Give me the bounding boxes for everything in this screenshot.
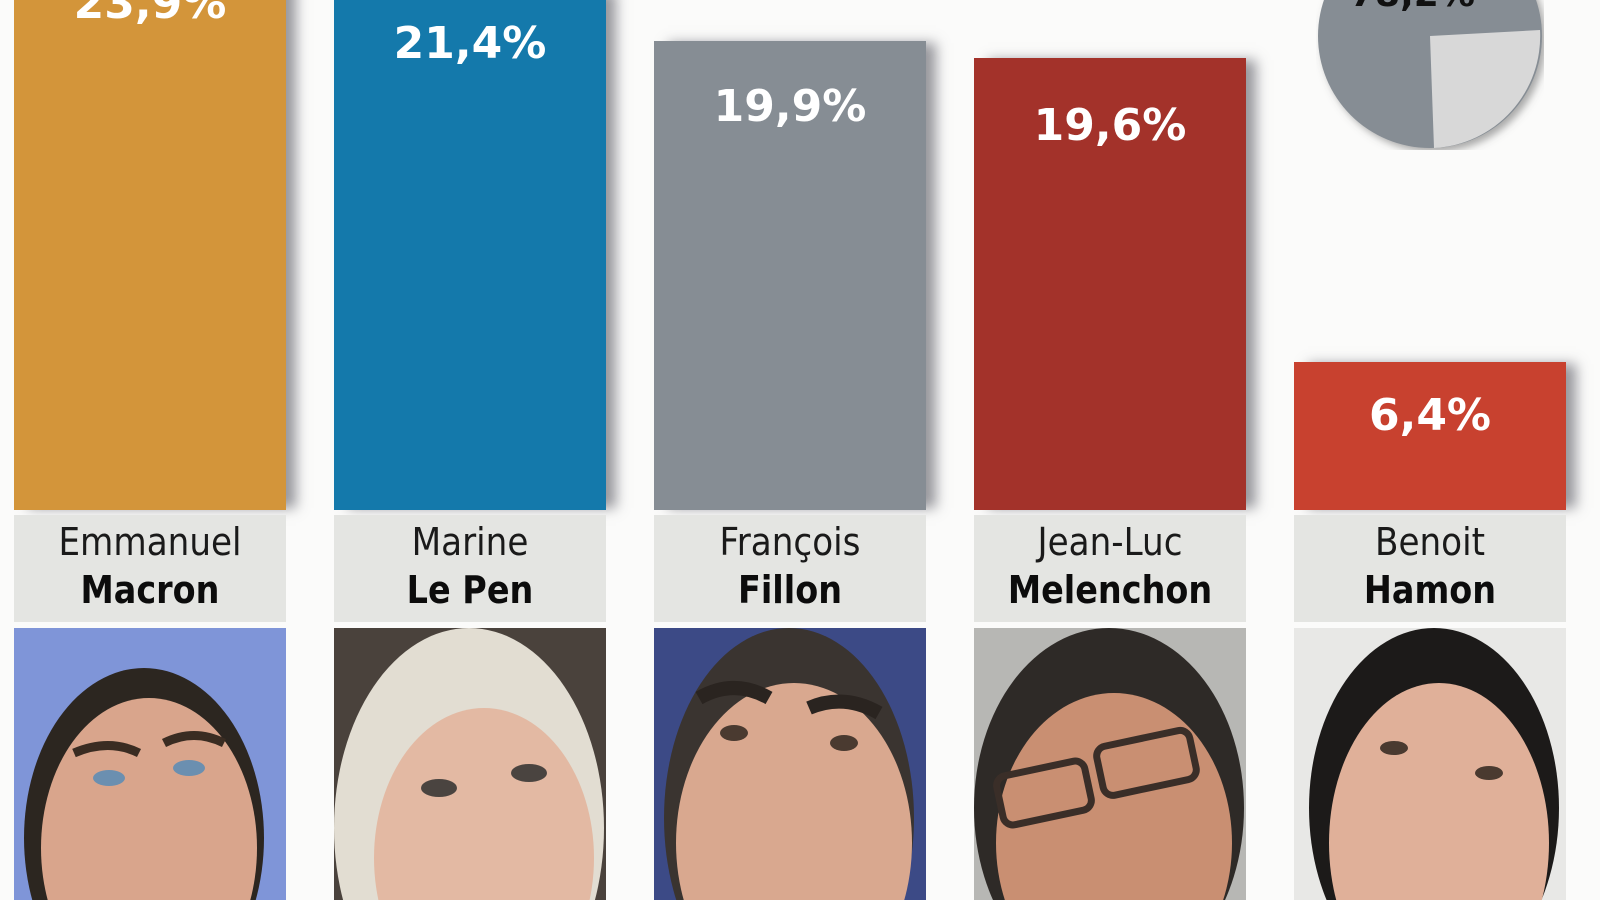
bar-hamon: 6,4%	[1294, 362, 1566, 510]
bar-melenchon: 19,6%	[974, 58, 1246, 510]
last-name: Hamon	[1363, 568, 1497, 612]
first-name: Marine	[411, 520, 529, 564]
bar-value-label: 21,4%	[393, 18, 547, 69]
pie-label: 78,2%	[1350, 0, 1475, 15]
first-name: Jean-Luc	[1037, 520, 1183, 564]
first-name: Benoit	[1374, 520, 1486, 564]
last-name: Le Pen	[406, 568, 534, 612]
candidate-column-melenchon: 19,6% Jean-Luc Melenchon	[974, 0, 1246, 900]
pie-slice-abstention	[1430, 30, 1541, 148]
portrait-photo	[334, 628, 606, 900]
first-name: Emmanuel	[58, 520, 242, 564]
bar-value-label: 6,4%	[1368, 390, 1492, 441]
bar-value-label: 19,6%	[1033, 100, 1187, 151]
portrait-photo	[14, 628, 286, 900]
bar-fillon: 19,9%	[654, 41, 926, 510]
last-name: Melenchon	[1007, 568, 1213, 612]
last-name: Macron	[80, 568, 220, 612]
candidate-column-macron: 23,9% Emmanuel Macron	[14, 0, 286, 900]
name-box: Marine Le Pen	[334, 515, 606, 622]
first-name: François	[719, 520, 861, 564]
bar-le-pen: 21,4%	[334, 0, 606, 510]
bar-macron: 23,9%	[14, 0, 286, 510]
candidate-column-hamon: 6,4% Benoit Hamon	[1294, 0, 1566, 900]
portrait-photo	[1294, 628, 1566, 900]
last-name: Fillon	[737, 568, 843, 612]
name-box: Benoit Hamon	[1294, 515, 1566, 622]
portrait-photo	[974, 628, 1246, 900]
name-box: Jean-Luc Melenchon	[974, 515, 1246, 622]
bar-value-label: 19,9%	[713, 81, 867, 132]
bar-value-label: 23,9%	[73, 0, 227, 29]
name-box: Emmanuel Macron	[14, 515, 286, 622]
participation-pie	[1318, 0, 1542, 148]
name-box: François Fillon	[654, 515, 926, 622]
candidate-column-fillon: 19,9% François Fillon	[654, 0, 926, 900]
candidate-column-le-pen: 21,4% Marine Le Pen	[334, 0, 606, 900]
portrait-photo	[654, 628, 926, 900]
